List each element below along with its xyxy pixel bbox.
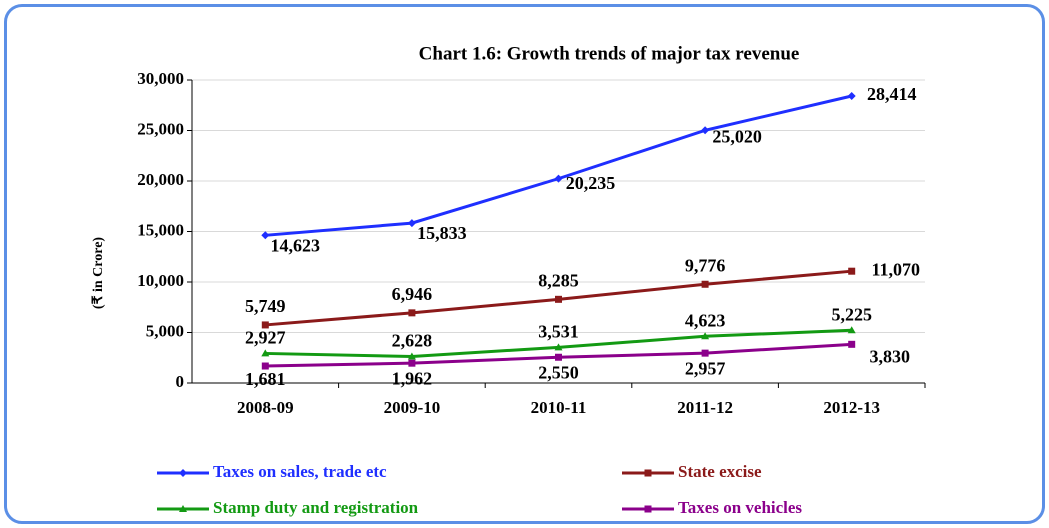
marker (701, 349, 709, 357)
marker (407, 219, 416, 228)
legend-label: Taxes on sales, trade etc (213, 462, 387, 481)
marker (407, 352, 416, 360)
marker (555, 295, 562, 303)
y-tick-label: 25,000 (137, 119, 184, 138)
data-label: 2,550 (538, 362, 579, 382)
y-tick-label: 10,000 (137, 271, 184, 290)
series-line (265, 94, 853, 237)
y-tick-label: 0 (176, 372, 185, 391)
marker (408, 359, 416, 367)
legend-label: State excise (678, 462, 762, 481)
marker (555, 353, 562, 361)
data-label: 6,946 (392, 284, 433, 304)
marker (847, 92, 856, 101)
data-label: 15,833 (417, 223, 467, 243)
data-label: 20,235 (566, 173, 616, 193)
y-tick-label: 15,000 (137, 220, 184, 239)
marker (179, 505, 187, 512)
x-tick-label: 2008-09 (237, 398, 294, 417)
marker (848, 340, 856, 348)
data-label: 5,225 (831, 304, 872, 324)
data-label: 2,957 (685, 358, 726, 378)
data-label: 11,070 (871, 259, 920, 279)
marker (261, 321, 269, 329)
data-label: 25,020 (712, 126, 762, 146)
frame: Chart 1.6: Growth trends of major tax re… (4, 4, 1045, 524)
marker (848, 267, 856, 275)
x-tick-label: 2010-11 (531, 398, 587, 417)
y-tick-label: 20,000 (137, 170, 184, 189)
marker (408, 309, 416, 317)
marker (261, 362, 269, 370)
x-tick-label: 2011-12 (677, 398, 733, 417)
data-label: 5,749 (245, 296, 286, 316)
marker (701, 280, 709, 288)
chart: Chart 1.6: Growth trends of major tax re… (91, 43, 926, 517)
marker (701, 332, 710, 340)
marker (179, 469, 187, 477)
legend-label: Stamp duty and registration (213, 498, 419, 517)
data-label: 2,927 (245, 328, 286, 348)
data-label: 3,830 (869, 346, 910, 366)
x-tick-label: 2009-10 (384, 398, 441, 417)
marker (554, 174, 563, 183)
y-tick-label: 30,000 (137, 69, 184, 88)
data-label: 8,285 (538, 270, 579, 290)
marker (261, 231, 270, 240)
chart-title: Chart 1.6: Growth trends of major tax re… (419, 43, 800, 64)
x-tick-label: 2012-13 (823, 398, 880, 417)
marker (644, 469, 652, 477)
data-label: 4,623 (685, 310, 726, 330)
data-label: 14,623 (271, 235, 321, 255)
marker (644, 505, 652, 513)
y-tick-label: 5,000 (146, 321, 184, 340)
data-label: 3,531 (538, 321, 579, 341)
data-label: 28,414 (867, 84, 917, 104)
y-axis-label: (₹ in Crore) (91, 237, 106, 309)
marker (847, 326, 856, 334)
marker (701, 126, 710, 135)
marker (554, 343, 563, 351)
data-label: 1,962 (392, 368, 433, 388)
marker (261, 349, 270, 357)
legend-label: Taxes on vehicles (678, 498, 802, 517)
data-label: 9,776 (685, 255, 726, 275)
data-label: 2,628 (392, 331, 433, 351)
data-label: 1,681 (245, 369, 286, 389)
